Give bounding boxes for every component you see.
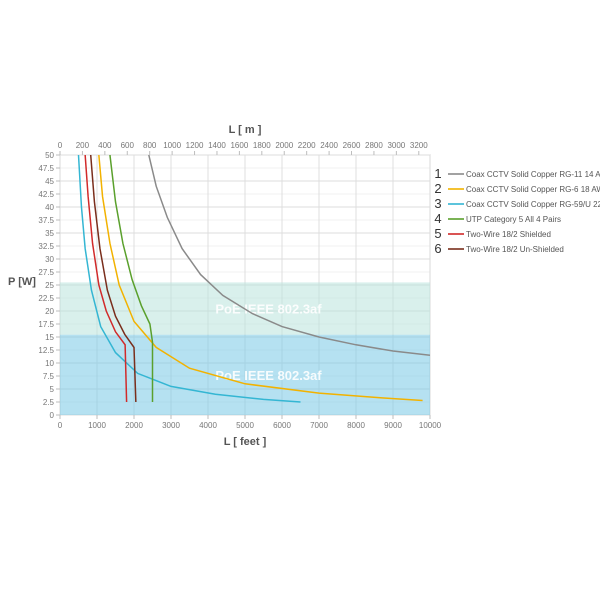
x-top-tick-label: 1800: [253, 141, 271, 150]
x-top-tick-label: 400: [98, 141, 112, 150]
legend-label: Coax CCTV Solid Copper RG-59/U 22 AWG: [466, 200, 600, 209]
x-top-tick-label: 1600: [230, 141, 248, 150]
x-top-tick-label: 600: [121, 141, 135, 150]
poe-band-label: PoE IEEE 802.3af: [215, 302, 322, 317]
x-bottom-tick-label: 6000: [273, 421, 291, 430]
x-top-tick-label: 2000: [275, 141, 293, 150]
y-tick-label: 12.5: [38, 346, 54, 355]
x-top-tick-label: 2800: [365, 141, 383, 150]
y-tick-label: 0: [50, 411, 55, 420]
x-top-tick-label: 2400: [320, 141, 338, 150]
legend-number: 6: [434, 241, 441, 256]
x-top-tick-label: 0: [58, 141, 63, 150]
legend-number: 5: [434, 226, 441, 241]
x-top-tick-label: 1200: [186, 141, 204, 150]
x-bottom-tick-label: 8000: [347, 421, 365, 430]
legend-label: Coax CCTV Solid Copper RG-11 14 AWG: [466, 170, 600, 179]
legend-number: 2: [434, 181, 441, 196]
x-top-tick-label: 1000: [163, 141, 181, 150]
legend-label: Two-Wire 18/2 Un-Shielded: [466, 245, 564, 254]
y-tick-label: 20: [45, 307, 54, 316]
x-bottom-tick-label: 4000: [199, 421, 217, 430]
y-tick-label: 42.5: [38, 190, 54, 199]
x-bottom-tick-label: 7000: [310, 421, 328, 430]
legend-number: 4: [434, 211, 441, 226]
x-bottom-tick-label: 3000: [162, 421, 180, 430]
y-tick-label: 32.5: [38, 242, 54, 251]
legend-label: UTP Category 5 All 4 Pairs: [466, 215, 561, 224]
x-bottom-tick-label: 9000: [384, 421, 402, 430]
x-bottom-tick-label: 5000: [236, 421, 254, 430]
x-top-label: L [ m ]: [229, 124, 262, 136]
y-tick-label: 35: [45, 229, 54, 238]
y-tick-label: 17.5: [38, 320, 54, 329]
x-bottom-tick-label: 1000: [88, 421, 106, 430]
x-top-tick-label: 2200: [298, 141, 316, 150]
y-tick-label: 22.5: [38, 294, 54, 303]
y-tick-label: 30: [45, 255, 54, 264]
y-tick-label: 50: [45, 151, 54, 160]
x-bottom-tick-label: 2000: [125, 421, 143, 430]
y-tick-label: 37.5: [38, 216, 54, 225]
x-top-tick-label: 2600: [343, 141, 361, 150]
y-label: P [W]: [8, 276, 36, 288]
x-top-tick-label: 1400: [208, 141, 226, 150]
legend-number: 3: [434, 196, 441, 211]
x-bottom-tick-label: 0: [58, 421, 63, 430]
legend-label: Two-Wire 18/2 Shielded: [466, 230, 551, 239]
y-tick-label: 10: [45, 359, 54, 368]
y-tick-label: 15: [45, 333, 54, 342]
y-tick-label: 27.5: [38, 268, 54, 277]
x-top-tick-label: 3200: [410, 141, 428, 150]
y-tick-label: 5: [50, 385, 55, 394]
y-tick-label: 7.5: [43, 372, 55, 381]
legend-label: Coax CCTV Solid Copper RG-6 18 AWG: [466, 185, 600, 194]
x-top-tick-label: 3000: [387, 141, 405, 150]
y-tick-label: 2.5: [43, 398, 55, 407]
y-tick-label: 45: [45, 177, 54, 186]
y-tick-label: 47.5: [38, 164, 54, 173]
x-top-tick-label: 800: [143, 141, 157, 150]
y-tick-label: 40: [45, 203, 54, 212]
x-bottom-tick-label: 10000: [419, 421, 442, 430]
legend-number: 1: [434, 166, 441, 181]
x-bottom-label: L [ feet ]: [224, 436, 267, 448]
y-tick-label: 25: [45, 281, 54, 290]
x-top-tick-label: 200: [76, 141, 90, 150]
